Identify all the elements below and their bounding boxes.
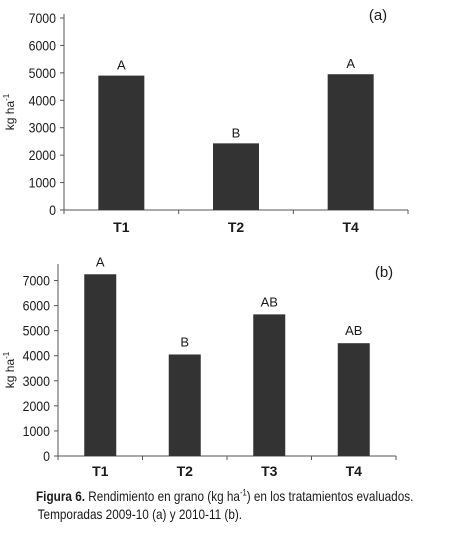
panel-b-bar-letter-label: AB — [261, 294, 278, 309]
panel-a-y-tick-label: 4000 — [29, 93, 56, 109]
panel-b-panel-label: (b) — [375, 264, 393, 281]
panel-b-y-tick-label: 0 — [43, 448, 50, 464]
caption-line-2: Temporadas 2009-10 (a) y 2010-11 (b). — [37, 506, 243, 522]
panel-a-y-tick-label: 0 — [49, 202, 56, 218]
panel-a-y-axis-title: kg ha-1 — [2, 93, 17, 130]
panel-a-y-tick-label: 7000 — [29, 10, 56, 26]
panel-a-bar-letter-label: B — [232, 125, 241, 140]
panel-a-bar-letter-label: A — [346, 56, 355, 71]
panel-b-y-tick-label: 5000 — [23, 323, 50, 339]
panel-a-y-tick-label: 2000 — [29, 147, 56, 163]
panel-b-bar-letter-label: AB — [345, 323, 362, 338]
panel-a-y-tick-label: 1000 — [29, 175, 56, 191]
panel-b-y-tick-label: 1000 — [23, 423, 50, 439]
caption-superscript: -1 — [239, 487, 247, 498]
panel-a-y-axis-title-superscript: -1 — [2, 93, 11, 101]
panel-b-bar-t2 — [168, 354, 201, 456]
panel-a-bar-t1 — [98, 75, 145, 210]
panel-b-category-label: T2 — [177, 463, 194, 479]
panel-a-bar-letter-label: A — [117, 58, 126, 73]
panel-a-category-label: T2 — [228, 219, 245, 235]
panel-a-panel-label: (a) — [369, 7, 387, 24]
caption-figure-label: Figura 6. — [36, 488, 86, 504]
panel-b-y-axis-title-text: kg ha — [3, 359, 17, 389]
panel-b-y-tick-label: 4000 — [23, 348, 50, 364]
panel-a-category-label: T4 — [342, 219, 359, 235]
panel-a-y-tick-label: 5000 — [29, 65, 56, 81]
panel-a-y-tick-label: 3000 — [29, 120, 56, 136]
caption-text-start: Rendimiento en grano (kg ha — [85, 488, 240, 504]
panel-b-bar-letter-label: A — [96, 254, 105, 269]
panel-b-bar-t3 — [253, 314, 286, 456]
panel-a-y-axis-title-text: kg ha — [3, 101, 17, 131]
panel-b-y-tick-label: 3000 — [23, 373, 50, 389]
panel-a-bar-t2 — [213, 143, 259, 210]
panel-a-y-tick-label: 6000 — [29, 38, 56, 54]
figure-charts: 0 1000 2000 3000 4000 5000 6000 7000 A T1 B T2 A T4 (a… — [2, 7, 409, 479]
panel-b-y-tick-label: 6000 — [23, 298, 50, 314]
caption-line-1: Figura 6. Rendimiento en grano (kg ha-1)… — [36, 487, 413, 505]
panel-b-bar-t1 — [84, 274, 117, 456]
panel-b-category-label: T3 — [261, 463, 278, 479]
panel-b-bar-letter-label: B — [180, 334, 189, 349]
figure-caption: Figura 6. Rendimiento en grano (kg ha-1)… — [36, 487, 413, 523]
panel-b-y-tick-label: 7000 — [23, 273, 50, 289]
caption-text-end: ) en los tratamientos evaluados. — [246, 488, 414, 504]
panel-a-category-label: T1 — [113, 219, 130, 235]
panel-a-bar-t4 — [327, 74, 374, 210]
panel-b-y-tick-label: 2000 — [23, 398, 50, 414]
panel-b-bar-t4 — [337, 343, 370, 456]
panel-b-category-label: T4 — [346, 463, 363, 479]
panel-b-y-axis-title: kg ha-1 — [2, 351, 17, 388]
panel-b-y-axis-title-superscript: -1 — [2, 351, 11, 359]
panel-b-category-label: T1 — [92, 463, 109, 479]
